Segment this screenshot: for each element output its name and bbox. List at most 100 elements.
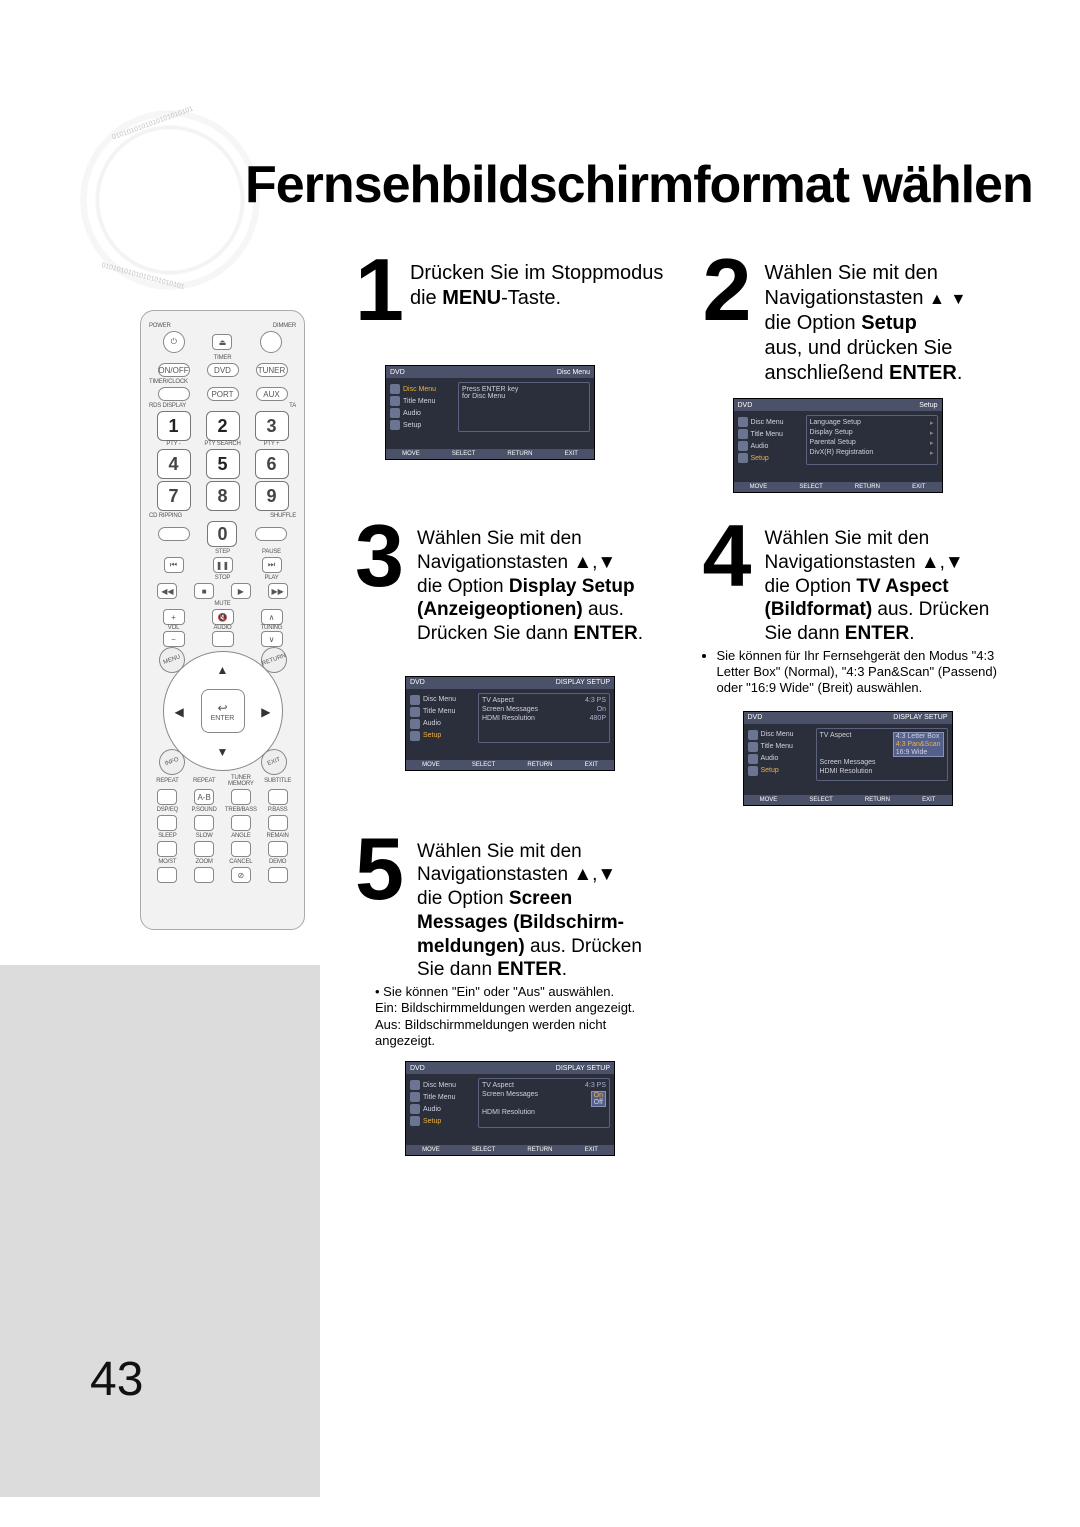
step-1-number: 1	[355, 255, 404, 325]
remote-dspeq-button	[157, 815, 177, 831]
remote-tuner-memory-button	[231, 789, 251, 805]
remote-label-trebbass: TREB/BASS	[223, 807, 260, 813]
screenshot-step-5: DVDDISPLAY SETUP Disc Menu Title Menu Au…	[405, 1061, 615, 1156]
remote-label-pty-minus: PTY -	[149, 441, 198, 447]
step-5-number: 5	[355, 834, 411, 904]
step-2: 2 Wählen Sie mit den Navigationstasten ▲…	[703, 255, 1021, 386]
remote-cd-ripping-button	[158, 527, 190, 541]
remote-prev-button: ⏮	[164, 557, 184, 573]
remote-onoff-button: ON/OFF	[158, 363, 190, 377]
remote-num-4: 4	[157, 449, 191, 479]
steps-content: 1 Drücken Sie im Stoppmodus die MENU-Tas…	[355, 255, 1020, 1174]
screenshot-step-1: DVDDisc Menu Disc Menu Title Menu Audio …	[385, 365, 595, 460]
remote-label-pbass: P.BASS	[259, 807, 296, 813]
remote-label-slow: SLOW	[186, 833, 223, 839]
remote-label-sleep: SLEEP	[149, 833, 186, 839]
remote-num-2: 2	[206, 411, 240, 441]
remote-shuffle-button	[255, 527, 287, 541]
up-arrow-icon: ▲	[929, 291, 945, 308]
remote-cancel-button: ⊘	[231, 867, 251, 883]
step-2-number: 2	[703, 255, 759, 325]
remote-next-button: ⏭	[262, 557, 282, 573]
remote-label-cd-ripping: CD RIPPING	[149, 513, 223, 519]
step-4-text: Wählen Sie mit den Navigationstasten ▲,▼…	[765, 521, 990, 646]
remote-angle-button	[231, 841, 251, 857]
remote-trebbass-button	[231, 815, 251, 831]
remote-label-pty-plus: PTY +	[247, 441, 296, 447]
remote-dvd-button: DVD	[207, 363, 239, 377]
remote-slow-button	[194, 841, 214, 857]
remote-enter-button: ↩ENTER	[201, 689, 245, 733]
remote-aux-button: AUX	[256, 387, 288, 401]
remote-label-pty-search: PTY SEARCH	[198, 441, 247, 447]
remote-vol-up-button: +	[163, 609, 185, 625]
remote-rew-button: ◀◀	[157, 583, 177, 599]
remote-sleep-button	[157, 841, 177, 857]
gray-background-strip	[0, 965, 320, 1497]
screenshot-step-2: DVDSetup Disc Menu Title Menu Audio Setu…	[733, 398, 943, 493]
remote-num-5: 5	[206, 449, 240, 479]
remote-label-repeat: REPEAT	[149, 778, 186, 784]
remote-label-demo: DEMO	[259, 859, 296, 865]
remote-label-dimmer: DIMMER	[223, 323, 297, 329]
step-3-text: Wählen Sie mit den Navigationstasten ▲,▼…	[417, 521, 643, 646]
remote-label-cancel: CANCEL	[223, 859, 260, 865]
remote-pbass-button	[268, 815, 288, 831]
remote-label-tuner-memory: TUNER MEMORY	[223, 775, 260, 787]
step-1: 1 Drücken Sie im Stoppmodus die MENU-Tas…	[355, 255, 673, 325]
down-arrow-icon: ▼	[950, 291, 966, 308]
remote-port-button: PORT	[207, 387, 239, 401]
screenshot-step-3: DVDDISPLAY SETUP Disc Menu Title Menu Au…	[405, 676, 615, 771]
step-1-text: Drücken Sie im Stoppmodus die MENU-Taste…	[410, 255, 673, 311]
remote-label-play: PLAY	[247, 575, 296, 581]
remote-num-6: 6	[255, 449, 289, 479]
remote-repeat-button	[157, 789, 177, 805]
remote-label-mute: MUTE	[149, 601, 296, 607]
remote-demo-button	[268, 867, 288, 883]
page-number: 43	[90, 1352, 143, 1407]
screenshot-step-4: DVDDISPLAY SETUP Disc Menu Title Menu Au…	[743, 711, 953, 806]
remote-timerclock-button	[158, 387, 190, 401]
remote-label-angle: ANGLE	[223, 833, 260, 839]
step-5: 5 Wählen Sie mit den Navigationstasten ▲…	[355, 834, 673, 983]
remote-tuning-down-button: ∨	[261, 631, 283, 647]
remote-num-9: 9	[255, 481, 289, 511]
remote-label-shuffle: SHUFFLE	[223, 513, 297, 519]
step-5-note: • Sie können "Ein" oder "Aus" auswählen.…	[375, 984, 673, 1049]
remote-label-timer: TIMER	[149, 355, 296, 361]
remote-subtitle-button	[268, 789, 288, 805]
remote-num-1: 1	[157, 411, 191, 441]
remote-label-dspeq: DSP/EQ	[149, 807, 186, 813]
remote-stop-button: ■	[194, 583, 214, 599]
remote-down-arrow: ▼	[217, 745, 229, 759]
remote-label-stop: STOP	[198, 575, 247, 581]
remote-label-remain: REMAIN	[259, 833, 296, 839]
step-4: 4 Wählen Sie mit den Navigationstasten ▲…	[703, 521, 1021, 646]
remote-mute-button: 🔇	[212, 609, 234, 625]
remote-left-arrow: ◀	[175, 705, 184, 719]
remote-label-repeat-ab: REPEAT	[186, 778, 223, 784]
step-2-text: Wählen Sie mit den Navigationstasten ▲ ▼…	[765, 255, 967, 386]
remote-tuning-up-button: ∧	[261, 609, 283, 625]
remote-vol-down-button: −	[163, 631, 185, 647]
decorative-digital-circle	[80, 110, 260, 290]
remote-label-psound: P.SOUND	[186, 807, 223, 813]
remote-label-rds: RDS DISPLAY	[149, 403, 223, 409]
remote-num-7: 7	[157, 481, 191, 511]
remote-label-ta: TA	[223, 403, 297, 409]
remote-repeat-ab-button: A-B	[194, 789, 214, 805]
remote-step-button: ❚❚	[213, 557, 233, 573]
page-title: Fernsehbildschirmformat wählen	[245, 155, 1033, 215]
remote-label-power: POWER	[149, 323, 223, 329]
remote-power-button: ⏻	[163, 331, 185, 353]
remote-psound-button	[194, 815, 214, 831]
step-3: 3 Wählen Sie mit den Navigationstasten ▲…	[355, 521, 673, 646]
remote-label-subtitle: SUBTITLE	[259, 778, 296, 784]
remote-num-0: 0	[207, 521, 237, 547]
remote-audio-button	[212, 631, 234, 647]
remote-play-button: ▶	[231, 583, 251, 599]
remote-label-moist: MO/ST	[149, 859, 186, 865]
remote-label-timerclock: TIMER/CLOCK	[149, 379, 296, 385]
remote-tuner-button: TUNER	[256, 363, 288, 377]
remote-dimmer-button	[260, 331, 282, 353]
